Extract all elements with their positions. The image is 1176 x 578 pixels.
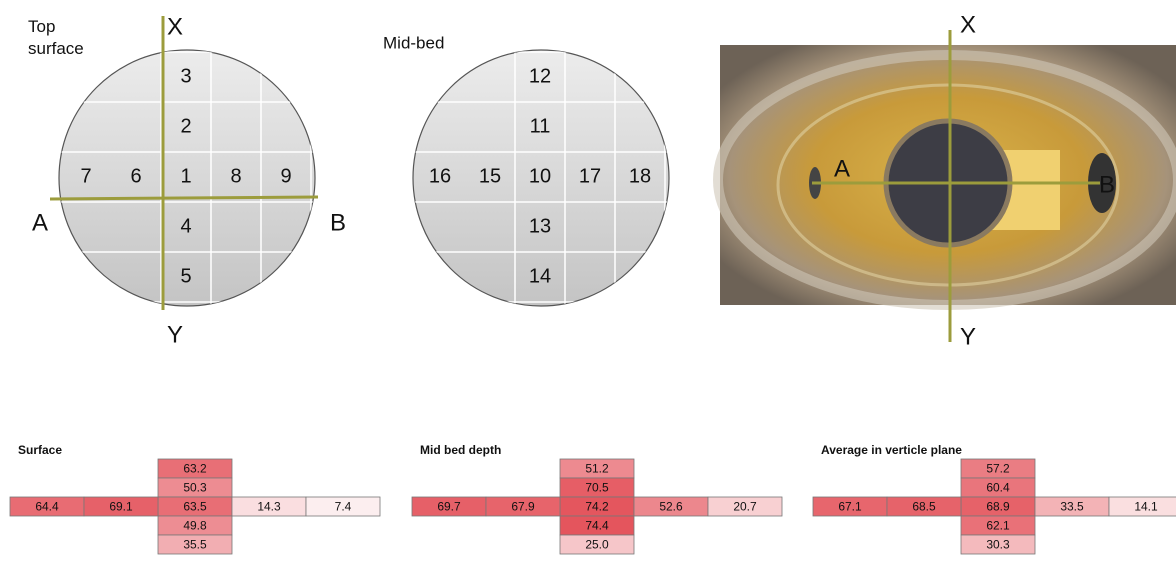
cell-value: 52.6 <box>659 500 683 514</box>
table-cell <box>960 534 1036 555</box>
cell-label: 6 <box>130 165 141 187</box>
axis-label: Y <box>960 323 976 350</box>
axis-label: X <box>167 13 183 40</box>
table-cell <box>485 496 561 517</box>
cell-value: 33.5 <box>1060 500 1084 514</box>
cell-label: 7 <box>80 165 91 187</box>
axis-label: X <box>960 11 976 38</box>
table-cell <box>707 496 783 517</box>
cell-label: 11 <box>530 115 551 137</box>
cell-value: 69.7 <box>437 500 461 514</box>
cell-value: 63.2 <box>183 462 207 476</box>
cell-label: 8 <box>230 165 241 187</box>
table-title: Surface <box>18 443 62 457</box>
table-title: Mid bed depth <box>420 443 501 457</box>
cell-value: 63.5 <box>183 500 207 514</box>
cell-value: 51.2 <box>585 462 609 476</box>
cell-label: 16 <box>429 165 451 187</box>
table-cell <box>305 496 381 517</box>
table-title: Average in verticle plane <box>821 443 962 457</box>
cell-value: 60.4 <box>986 481 1010 495</box>
cell-label: 13 <box>529 215 551 237</box>
cell-label: 14 <box>529 265 551 287</box>
table-cell <box>157 534 233 555</box>
axis-label: Y <box>167 321 183 348</box>
cell-label: 5 <box>180 265 191 287</box>
cell-value: 68.9 <box>986 500 1010 514</box>
cell-value: 67.9 <box>511 500 535 514</box>
cell-label: 9 <box>280 165 291 187</box>
axis-label: A <box>834 155 850 182</box>
cell-label: 2 <box>180 115 191 137</box>
table-cell <box>1108 496 1176 517</box>
table-cell <box>886 496 962 517</box>
diagram-title: Mid-bed <box>383 33 444 52</box>
cell-label: 10 <box>529 165 551 187</box>
cell-value: 30.3 <box>986 538 1010 552</box>
cell-value: 25.0 <box>585 538 609 552</box>
table-cell <box>83 496 159 517</box>
cell-value: 74.2 <box>585 500 609 514</box>
cell-value: 7.4 <box>335 500 352 514</box>
axis-label: A <box>32 209 48 236</box>
disc <box>58 49 316 307</box>
cell-label: 3 <box>180 65 191 87</box>
cell-value: 14.1 <box>1134 500 1158 514</box>
cell-value: 74.4 <box>585 519 609 533</box>
cell-value: 50.3 <box>183 481 207 495</box>
axis-lines <box>49 16 1100 342</box>
cell-value: 70.5 <box>585 481 609 495</box>
cell-label: 18 <box>629 165 651 187</box>
cell-value: 62.1 <box>986 519 1010 533</box>
cell-value: 35.5 <box>183 538 207 552</box>
cell-label: 4 <box>180 215 191 237</box>
cell-value: 49.8 <box>183 519 207 533</box>
diagram-title: Top surface <box>28 17 84 58</box>
cell-label: 17 <box>579 165 601 187</box>
cell-value: 68.5 <box>912 500 936 514</box>
disc <box>412 49 670 307</box>
cell-value: 57.2 <box>986 462 1010 476</box>
cell-value: 67.1 <box>838 500 862 514</box>
cell-label: 15 <box>479 165 501 187</box>
axis-label: B <box>330 209 346 236</box>
axis-label: B <box>1099 171 1115 198</box>
cell-value: 20.7 <box>733 500 757 514</box>
cell-value: 69.1 <box>109 500 133 514</box>
table-cell <box>559 534 635 555</box>
cell-label: 12 <box>529 65 551 87</box>
cell-value: 14.3 <box>257 500 281 514</box>
cell-label: 1 <box>180 165 191 187</box>
cell-value: 64.4 <box>35 500 59 514</box>
